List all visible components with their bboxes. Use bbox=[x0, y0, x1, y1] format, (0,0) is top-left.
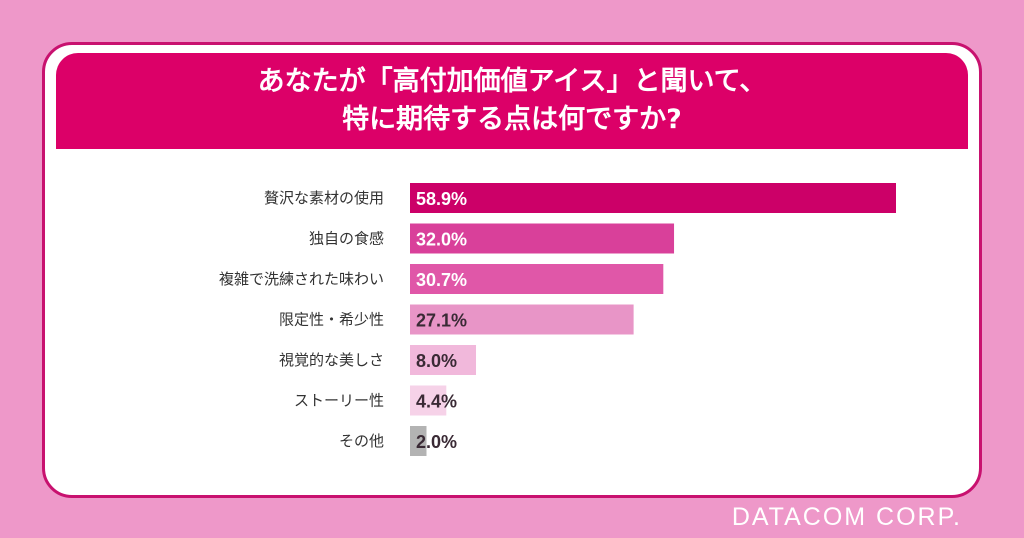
bar bbox=[410, 183, 896, 213]
category-label: その他 bbox=[339, 432, 384, 450]
category-label: 独自の食感 bbox=[309, 230, 384, 248]
bar bbox=[410, 264, 664, 294]
bar bbox=[410, 426, 427, 456]
title-line-2: 特に期待する点は何ですか? bbox=[342, 104, 682, 135]
value-label: 8.0% bbox=[416, 351, 457, 371]
value-label: 30.7% bbox=[416, 270, 467, 290]
value-label: 4.4% bbox=[416, 392, 457, 412]
bar bbox=[410, 385, 447, 416]
category-label: ストーリー性 bbox=[294, 392, 384, 410]
bar bbox=[410, 304, 634, 335]
category-label: 複雑で洗練された味わい bbox=[219, 270, 384, 288]
bar bbox=[410, 345, 477, 375]
value-label: 2.0% bbox=[416, 432, 457, 452]
title-line-1: あなたが「高付加価値アイス」と聞いて、 bbox=[257, 66, 767, 97]
bar bbox=[410, 223, 675, 254]
category-label: 限定性・希少性 bbox=[279, 311, 384, 329]
value-label: 32.0% bbox=[416, 230, 467, 250]
brand-logo: DATACOM CORP. bbox=[731, 503, 962, 531]
category-label: 贅沢な素材の使用 bbox=[264, 189, 384, 207]
value-label: 58.9% bbox=[416, 189, 467, 209]
chart-title: あなたが「高付加価値アイス」と聞いて、 特に期待する点は何ですか? bbox=[56, 53, 968, 149]
category-label: 視覚的な美しさ bbox=[279, 351, 384, 369]
value-label: 27.1% bbox=[416, 311, 467, 331]
